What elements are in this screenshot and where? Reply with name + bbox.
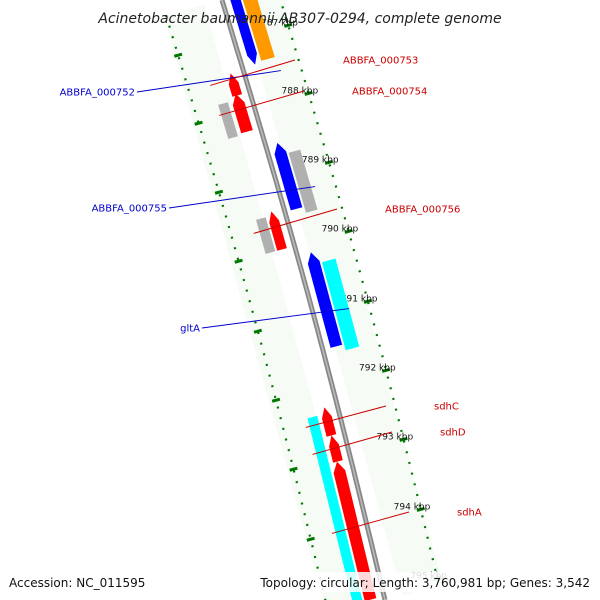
- gene-label: ABBFA_000752: [60, 88, 135, 99]
- gene-label: sdhD: [440, 428, 466, 439]
- gene-label: sdhA: [457, 508, 482, 519]
- tick-mark: [399, 436, 408, 442]
- gene-callout-line: [331, 511, 410, 534]
- tick-mark: [416, 506, 425, 512]
- tick-mark: [344, 228, 353, 234]
- tick-mark: [173, 52, 183, 58]
- tick-mark: [381, 367, 391, 373]
- tick-mark: [324, 159, 334, 165]
- tick-label: 790 kbp: [322, 225, 359, 235]
- tick-mark: [253, 328, 263, 334]
- gene-callout-line: [305, 405, 387, 428]
- tick-mark: [363, 298, 373, 304]
- gene-grey-feature: [218, 102, 238, 139]
- backbone-highlight: [221, 0, 386, 600]
- tick-label: 787 kbp: [261, 19, 298, 29]
- tick-label: 791 kbp: [341, 295, 378, 305]
- gene-grey-feature: [288, 149, 318, 213]
- accession-text: Accession: NC_011595: [9, 576, 145, 590]
- gene-label: ABBFA_000753: [343, 56, 418, 67]
- tick-mark: [306, 536, 315, 542]
- tick-mark: [234, 258, 243, 264]
- gene-callout-line: [201, 308, 350, 329]
- gene-sdha: [333, 461, 377, 600]
- gene-label: ABBFA_000754: [352, 87, 427, 98]
- tick-label: 794 kbp: [394, 503, 431, 513]
- gene-sdhd: [329, 435, 343, 463]
- gene-callout-line: [312, 431, 393, 455]
- gene-callout-line: [168, 186, 316, 209]
- gene-label: gltA: [180, 324, 200, 335]
- tick-mark: [214, 189, 224, 195]
- tick-mark: [283, 22, 293, 28]
- gene-abbfa-000752: [230, 0, 257, 65]
- gene-label: ABBFA_000755: [92, 204, 167, 215]
- gene-label: sdhC: [434, 402, 459, 413]
- cog-feature: [307, 415, 363, 600]
- tick-mark: [271, 397, 281, 403]
- cog-feature: [242, 0, 275, 61]
- gene-label: ABBFA_000756: [385, 205, 460, 216]
- gene-glta: [307, 252, 343, 348]
- gene-callout-line: [219, 90, 305, 116]
- gene-callout-line: [253, 208, 338, 234]
- tick-label: 793 kbp: [376, 433, 413, 443]
- gene-abbfa-000756: [269, 211, 287, 251]
- gene-abbfa-000754: [232, 93, 253, 134]
- gene-abbfa-000755: [274, 142, 303, 211]
- map-title: Acinetobacter baumannii AB307-0294, comp…: [97, 11, 501, 27]
- gene-callout-line: [136, 70, 281, 93]
- tick-label: 792 kbp: [359, 364, 396, 374]
- tick-mark: [194, 120, 203, 126]
- gene-callout-line: [210, 59, 296, 86]
- tick-mark: [304, 90, 313, 96]
- tick-label: 789 kbp: [302, 156, 339, 166]
- gene-grey-feature: [256, 217, 276, 254]
- genome-stats-text: Topology: circular; Length: 3,760,981 bp…: [259, 576, 590, 590]
- cog-feature: [321, 258, 360, 351]
- gene-sdhc: [322, 407, 337, 437]
- tick-mark: [289, 466, 298, 472]
